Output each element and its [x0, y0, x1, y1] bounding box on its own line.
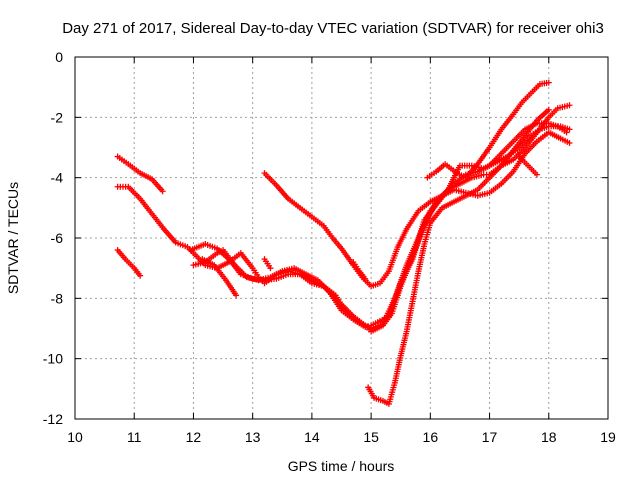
series-track-7 — [261, 120, 570, 290]
data-point — [566, 139, 573, 146]
data-point — [563, 129, 570, 136]
x-tick-label: 17 — [482, 429, 498, 445]
data-point — [566, 102, 573, 109]
data-point — [137, 272, 144, 279]
y-tick-label: 0 — [55, 49, 63, 65]
data-point — [545, 79, 552, 86]
x-tick-label: 13 — [245, 429, 261, 445]
y-tick-label: -6 — [51, 230, 64, 246]
series-track-9 — [350, 259, 369, 282]
data-point — [533, 171, 540, 178]
y-axis-label: SDTVAR / TECUs — [5, 182, 21, 294]
data-point — [362, 323, 369, 330]
data-point — [159, 188, 166, 195]
series-track-10 — [365, 106, 552, 407]
y-tick-label: -10 — [43, 351, 63, 367]
x-tick-label: 19 — [600, 429, 616, 445]
series-layer — [114, 79, 573, 407]
data-point — [233, 292, 240, 299]
series-track-11 — [424, 79, 552, 181]
x-tick-label: 10 — [67, 429, 83, 445]
y-tick-label: -4 — [51, 170, 64, 186]
data-point — [362, 275, 369, 282]
series-track-1 — [114, 153, 166, 195]
series-track-6 — [199, 256, 240, 299]
series-track-2 — [114, 123, 573, 335]
series-track-12 — [516, 153, 540, 178]
x-tick-label: 12 — [186, 429, 202, 445]
data-point — [267, 265, 274, 272]
y-tick-label: -12 — [43, 411, 63, 427]
y-tick-label: -8 — [51, 290, 64, 306]
series-track-3 — [114, 247, 144, 279]
x-tick-label: 16 — [423, 429, 439, 445]
series-track-5 — [190, 102, 573, 330]
series-track-8 — [261, 256, 274, 272]
axis-ticks: 10 11 12 13 14 15 16 17 18 19 0 -2 -4 -6 -8 -10 -12 — [43, 49, 616, 445]
data-point — [545, 106, 552, 113]
grid — [75, 57, 608, 419]
x-tick-label: 18 — [541, 429, 557, 445]
data-point — [365, 323, 372, 330]
x-tick-label: 15 — [363, 429, 379, 445]
x-axis-label: GPS time / hours — [288, 458, 395, 474]
y-tick-label: -2 — [51, 109, 64, 125]
chart-title: Day 271 of 2017, Sidereal Day-to-day VTE… — [62, 20, 604, 37]
x-tick-label: 14 — [304, 429, 320, 445]
data-point — [566, 126, 573, 133]
x-tick-label: 11 — [127, 429, 142, 445]
